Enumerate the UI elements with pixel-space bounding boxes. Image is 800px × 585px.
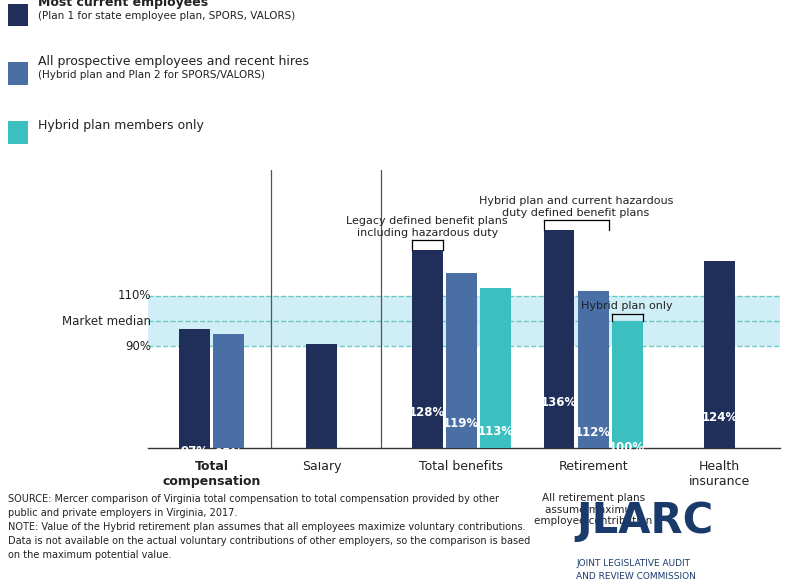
Bar [578, 291, 609, 574]
Text: Market median: Market median [62, 315, 151, 328]
Bar [612, 321, 642, 574]
Text: AND REVIEW COMMISSION: AND REVIEW COMMISSION [576, 572, 696, 581]
Text: Most current employees: Most current employees [38, 0, 208, 9]
Bar [412, 250, 442, 574]
Bar [306, 344, 337, 574]
Text: JLARC: JLARC [576, 500, 714, 542]
Text: (Plan 1 for state employee plan, SPORS, VALORS): (Plan 1 for state employee plan, SPORS, … [38, 11, 295, 21]
Text: 119%: 119% [443, 417, 479, 430]
Text: 97%: 97% [181, 445, 209, 458]
Bar [214, 334, 244, 574]
Bar [179, 329, 210, 574]
Text: Retirement: Retirement [558, 460, 628, 473]
Text: Hybrid plan and current hazardous
duty defined benefit plans: Hybrid plan and current hazardous duty d… [479, 196, 674, 218]
Text: 128%: 128% [409, 405, 446, 419]
Bar [480, 288, 510, 574]
Bar [544, 230, 574, 574]
Bar [704, 260, 735, 574]
Text: JOINT LEGISLATIVE AUDIT: JOINT LEGISLATIVE AUDIT [576, 559, 690, 567]
Text: 112%: 112% [575, 426, 611, 439]
Text: Total benefits: Total benefits [419, 460, 503, 473]
Text: 95%: 95% [214, 448, 243, 460]
Text: All retirement plans
assume maximum
employee contribution: All retirement plans assume maximum empl… [534, 493, 652, 526]
Text: Legacy defined benefit plans
including hazardous duty: Legacy defined benefit plans including h… [346, 216, 508, 238]
Text: 91%: 91% [308, 452, 336, 466]
Text: All prospective employees and recent hires: All prospective employees and recent hir… [38, 56, 309, 68]
Text: Health
insurance: Health insurance [689, 460, 750, 488]
Text: 100%: 100% [609, 441, 646, 454]
Text: (Hybrid plan and Plan 2 for SPORS/VALORS): (Hybrid plan and Plan 2 for SPORS/VALORS… [38, 70, 265, 80]
Bar [148, 296, 780, 346]
Text: 90%: 90% [126, 340, 151, 353]
Text: Hybrid plan members only: Hybrid plan members only [38, 119, 203, 132]
Text: Salary: Salary [302, 460, 342, 473]
Text: 136%: 136% [541, 395, 577, 408]
Text: 113%: 113% [478, 425, 514, 438]
Bar [446, 273, 477, 574]
Text: Total
compensation: Total compensation [162, 460, 261, 488]
Text: 110%: 110% [118, 290, 151, 302]
Text: SOURCE: Mercer comparison of Virginia total compensation to total compensation p: SOURCE: Mercer comparison of Virginia to… [8, 494, 530, 560]
Text: Hybrid plan only: Hybrid plan only [582, 301, 673, 311]
Text: 124%: 124% [702, 411, 738, 424]
